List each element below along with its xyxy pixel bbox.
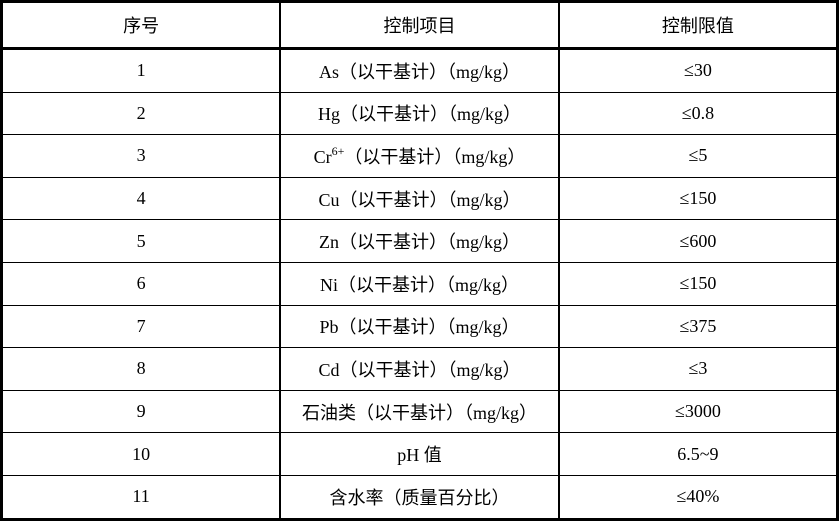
item-name: Cu xyxy=(318,189,340,210)
table-row: 4 Cu（以干基计）（mg/kg） ≤150 xyxy=(1,176,838,221)
control-limit: ≤600 xyxy=(558,219,838,263)
item-name: 含水率 xyxy=(329,487,384,508)
row-number: 6 xyxy=(1,261,282,306)
table-row: 11 含水率（质量百分比） ≤40% xyxy=(1,474,838,520)
control-limit: ≤40% xyxy=(558,474,838,520)
table-row: 10 pH 值 6.5~9 xyxy=(1,432,838,476)
control-limit: ≤3 xyxy=(558,347,838,391)
control-item: Ni（以干基计）（mg/kg） xyxy=(279,261,560,306)
control-item: 石油类（以干基计）（mg/kg） xyxy=(279,389,560,434)
header-row: 序号 控制项目 控制限值 xyxy=(1,1,838,50)
row-number: 3 xyxy=(1,134,282,178)
header-item: 控制项目 xyxy=(279,1,560,50)
row-number: 9 xyxy=(1,389,282,434)
item-name: Zn xyxy=(318,232,339,253)
table-row: 1 As（以干基计）（mg/kg） ≤30 xyxy=(1,48,838,93)
header-limit: 控制限值 xyxy=(558,1,838,50)
control-limit: 6.5~9 xyxy=(558,432,838,476)
item-name: As xyxy=(318,61,339,82)
item-name: Ni xyxy=(319,274,338,295)
item-name: Cd xyxy=(318,359,340,380)
item-suffix: （以干基计）（mg/kg） xyxy=(339,359,521,380)
control-item: Zn（以干基计）（mg/kg） xyxy=(279,219,560,263)
row-number: 11 xyxy=(1,474,282,520)
control-item: Hg（以干基计）（mg/kg） xyxy=(279,91,560,136)
item-suffix: （以干基计）（mg/kg） xyxy=(339,189,521,210)
table-row: 9 石油类（以干基计）（mg/kg） ≤3000 xyxy=(1,389,838,434)
control-limit: ≤150 xyxy=(558,261,838,306)
item-suffix: （以干基计）（mg/kg） xyxy=(338,232,520,253)
item-suffix: （以干基计）（mg/kg） xyxy=(339,104,521,125)
item-suffix: （以干基计）（mg/kg） xyxy=(355,402,537,423)
control-item: 含水率（质量百分比） xyxy=(279,474,560,520)
row-number: 7 xyxy=(1,304,282,349)
control-item: Cd（以干基计）（mg/kg） xyxy=(279,347,560,391)
item-suffix: （以干基计）（mg/kg） xyxy=(338,61,520,82)
item-suffix: （以干基计）（mg/kg） xyxy=(338,317,520,338)
control-limit: ≤0.8 xyxy=(558,91,838,136)
row-number: 2 xyxy=(1,91,282,136)
control-limit: ≤150 xyxy=(558,176,838,221)
row-number: 5 xyxy=(1,219,282,263)
table-row: 7 Pb（以干基计）（mg/kg） ≤375 xyxy=(1,304,838,349)
control-item: Cr6+（以干基计）（mg/kg） xyxy=(279,134,560,178)
control-item: pH 值 xyxy=(279,432,560,476)
item-name: pH 值 xyxy=(397,445,442,466)
item-superscript: 6+ xyxy=(331,143,345,158)
item-suffix: （以干基计）（mg/kg） xyxy=(344,146,526,167)
control-limit: ≤375 xyxy=(558,304,838,349)
row-number: 1 xyxy=(1,48,282,93)
table-row: 6 Ni（以干基计）（mg/kg） ≤150 xyxy=(1,261,838,306)
item-name: Cr xyxy=(313,146,332,167)
item-name: Hg xyxy=(317,104,340,125)
item-name: Pb xyxy=(319,317,339,338)
item-name: 石油类 xyxy=(301,402,356,423)
control-item: As（以干基计）（mg/kg） xyxy=(279,48,560,93)
table-row: 3 Cr6+（以干基计）（mg/kg） ≤5 xyxy=(1,134,838,178)
control-limit: ≤30 xyxy=(558,48,838,93)
row-number: 10 xyxy=(1,432,282,476)
control-item: Pb（以干基计）（mg/kg） xyxy=(279,304,560,349)
row-number: 8 xyxy=(1,347,282,391)
item-suffix: （以干基计）（mg/kg） xyxy=(337,274,519,295)
control-limit: ≤5 xyxy=(558,134,838,178)
row-number: 4 xyxy=(1,176,282,221)
control-limit: ≤3000 xyxy=(558,389,838,434)
table-row: 2 Hg（以干基计）（mg/kg） ≤0.8 xyxy=(1,91,838,136)
item-suffix: （质量百分比） xyxy=(383,487,510,508)
table-row: 5 Zn（以干基计）（mg/kg） ≤600 xyxy=(1,219,838,263)
header-no: 序号 xyxy=(1,1,282,50)
control-item: Cu（以干基计）（mg/kg） xyxy=(279,176,560,221)
table-row: 8 Cd（以干基计）（mg/kg） ≤3 xyxy=(1,347,838,391)
